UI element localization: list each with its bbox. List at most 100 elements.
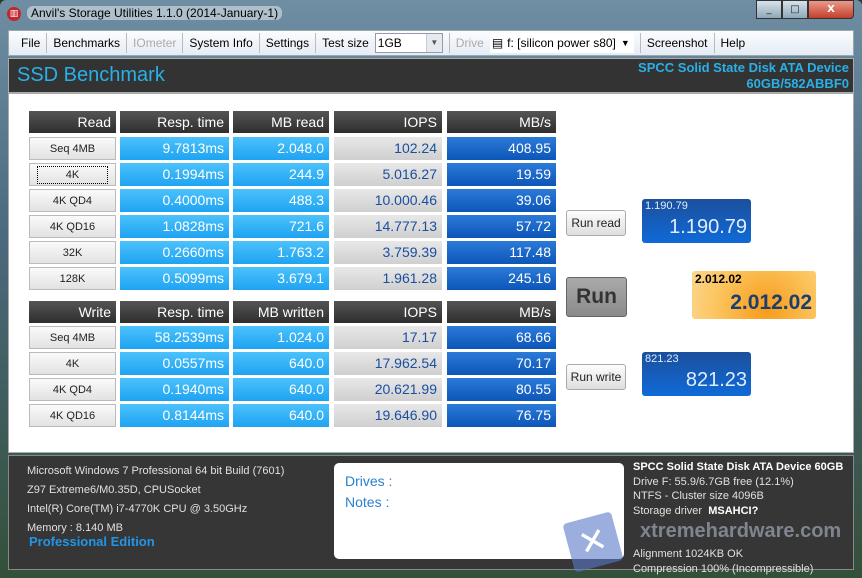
board-info: Z97 Extreme6/M0.35D, CPUSocket [27, 484, 201, 496]
menu-bar: File Benchmarks IOmeter System Info Sett… [8, 30, 854, 56]
write-cell: 17.962.54 [334, 352, 442, 375]
test-label: 32K [62, 247, 83, 259]
benchmark-header: SSD Benchmark SPCC Solid State Disk ATA … [8, 58, 854, 93]
test-label: 128K [59, 273, 86, 285]
menu-iometer: IOmeter [127, 33, 184, 53]
write-cell: 20.621.99 [334, 378, 442, 401]
write-cell: 1.024.0 [233, 326, 329, 349]
close-button[interactable]: X [808, 0, 854, 19]
read-cell: 0.2660ms [120, 241, 229, 264]
test-label: 4K QD4 [52, 384, 93, 396]
read-cell: 0.5099ms [120, 267, 229, 290]
read-cell: 3.759.39 [334, 241, 442, 264]
read-test-button[interactable]: 128K [29, 267, 116, 290]
menu-system-info[interactable]: System Info [183, 33, 260, 53]
test-label: 4K QD16 [49, 221, 96, 233]
test-size-label: Test size [322, 36, 369, 50]
read-cell: 408.95 [447, 137, 556, 160]
memory-info: Memory : 8.140 MB [27, 522, 123, 534]
read-cell: 2.048.0 [233, 137, 329, 160]
read-cell: 245.16 [447, 267, 556, 290]
device-name: SPCC Solid State Disk ATA Device 60GB/58… [638, 60, 849, 92]
run-write-button[interactable]: Run write [566, 364, 626, 390]
run-read-button[interactable]: Run read [566, 210, 626, 236]
read-test-button[interactable]: 32K [29, 241, 116, 264]
read-score-value: 1.190.79 [669, 216, 747, 238]
write-cell: 70.17 [447, 352, 556, 375]
menu-settings[interactable]: Settings [260, 33, 317, 53]
read-cell: 3.679.1 [233, 267, 329, 290]
read-cell: 1.0828ms [120, 215, 229, 238]
write-header-2: MB written [233, 301, 329, 323]
write-header-4: MB/s [447, 301, 556, 323]
read-cell: 57.72 [447, 215, 556, 238]
read-cell: 10.000.46 [334, 189, 442, 212]
write-cell: 19.646.90 [334, 404, 442, 427]
device-model: SPCC Solid State Disk ATA Device [638, 60, 849, 75]
write-test-button[interactable]: 4K QD16 [29, 404, 116, 427]
watermark-text: xtremehardware.com [640, 520, 842, 542]
compression-info: Compression 100% (Incompressible) [633, 562, 814, 575]
total-score: 2.012.02 2.012.02 [692, 271, 816, 319]
app-icon: ▥ [7, 7, 21, 21]
write-cell: 0.8144ms [120, 404, 229, 427]
page-title: SSD Benchmark [17, 64, 165, 86]
drive-device: SPCC Solid State Disk ATA Device 60GB [633, 461, 844, 473]
drive-free: Drive F: 55.9/6.7GB free (12.1%) [633, 475, 794, 488]
window-title: Anvil's Storage Utilities 1.1.0 (2014-Ja… [27, 6, 283, 20]
test-size-value: 1GB [377, 36, 402, 50]
test-label: 4K QD16 [49, 410, 96, 422]
read-cell: 488.3 [233, 189, 329, 212]
read-score: 1.190.79 1.190.79 [642, 199, 751, 243]
write-score-value: 821.23 [685, 369, 747, 391]
test-label: 4K [65, 358, 80, 370]
drive-label: Drive [448, 33, 490, 53]
menu-screenshot[interactable]: Screenshot [639, 33, 715, 53]
read-test-button[interactable]: Seq 4MB [29, 137, 116, 160]
menu-file[interactable]: File [15, 33, 48, 53]
title-bar[interactable]: ▥ Anvil's Storage Utilities 1.1.0 (2014-… [0, 0, 862, 28]
read-score-small: 1.190.79 [645, 200, 688, 212]
driver-label: Storage driver [633, 504, 703, 517]
read-header-0: Read [29, 111, 116, 133]
write-score-small: 821.23 [645, 353, 679, 365]
test-label: Seq 4MB [49, 332, 96, 344]
drive-value: f: [silicon power s80] [507, 36, 616, 50]
minimize-button[interactable]: _ [756, 0, 782, 19]
test-label: 4K [36, 166, 109, 184]
read-cell: 0.1994ms [120, 163, 229, 186]
write-test-button[interactable]: Seq 4MB [29, 326, 116, 349]
write-cell: 76.75 [447, 404, 556, 427]
read-cell: 39.06 [447, 189, 556, 212]
notes-label: Notes : [345, 494, 390, 510]
write-cell: 58.2539ms [120, 326, 229, 349]
chevron-down-icon[interactable]: ▼ [425, 34, 442, 52]
results-panel: Run read Run Run write 1.190.79 1.190.79… [8, 93, 854, 453]
chevron-down-icon[interactable]: ▼ [620, 38, 630, 48]
write-test-button[interactable]: 4K QD4 [29, 378, 116, 401]
write-cell: 17.17 [334, 326, 442, 349]
test-label: 4K QD4 [52, 195, 93, 207]
drive-select[interactable]: ▤ f: [silicon power s80] ▼ [489, 33, 634, 53]
menu-benchmarks[interactable]: Benchmarks [47, 33, 128, 53]
write-test-button[interactable]: 4K [29, 352, 116, 375]
read-header-3: IOPS [334, 111, 442, 133]
write-cell: 68.66 [447, 326, 556, 349]
test-size-select[interactable]: 1GB ▼ [374, 33, 443, 53]
read-test-button[interactable]: 4K QD4 [29, 189, 116, 212]
write-cell: 0.1940ms [120, 378, 229, 401]
write-cell: 80.55 [447, 378, 556, 401]
device-serial: 60GB/582ABBF0 [746, 76, 849, 91]
read-header-2: MB read [233, 111, 329, 133]
read-test-button[interactable]: 4K [29, 163, 116, 186]
write-score: 821.23 821.23 [642, 352, 751, 396]
read-cell: 721.6 [233, 215, 329, 238]
read-header-1: Resp. time [120, 111, 229, 133]
write-header-0: Write [29, 301, 116, 323]
run-button[interactable]: Run [566, 277, 627, 317]
menu-help[interactable]: Help [720, 36, 746, 50]
read-test-button[interactable]: 4K QD16 [29, 215, 116, 238]
maximize-button[interactable]: □ [782, 0, 808, 19]
read-cell: 5.016.27 [334, 163, 442, 186]
